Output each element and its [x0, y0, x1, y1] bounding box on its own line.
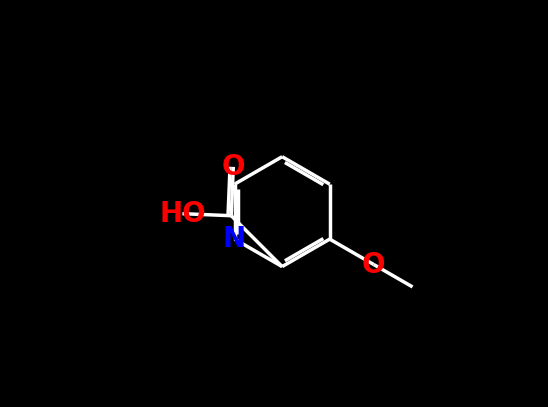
Text: O: O: [362, 251, 386, 278]
Text: HO: HO: [159, 200, 206, 228]
Text: N: N: [223, 225, 246, 253]
Text: O: O: [221, 153, 245, 181]
